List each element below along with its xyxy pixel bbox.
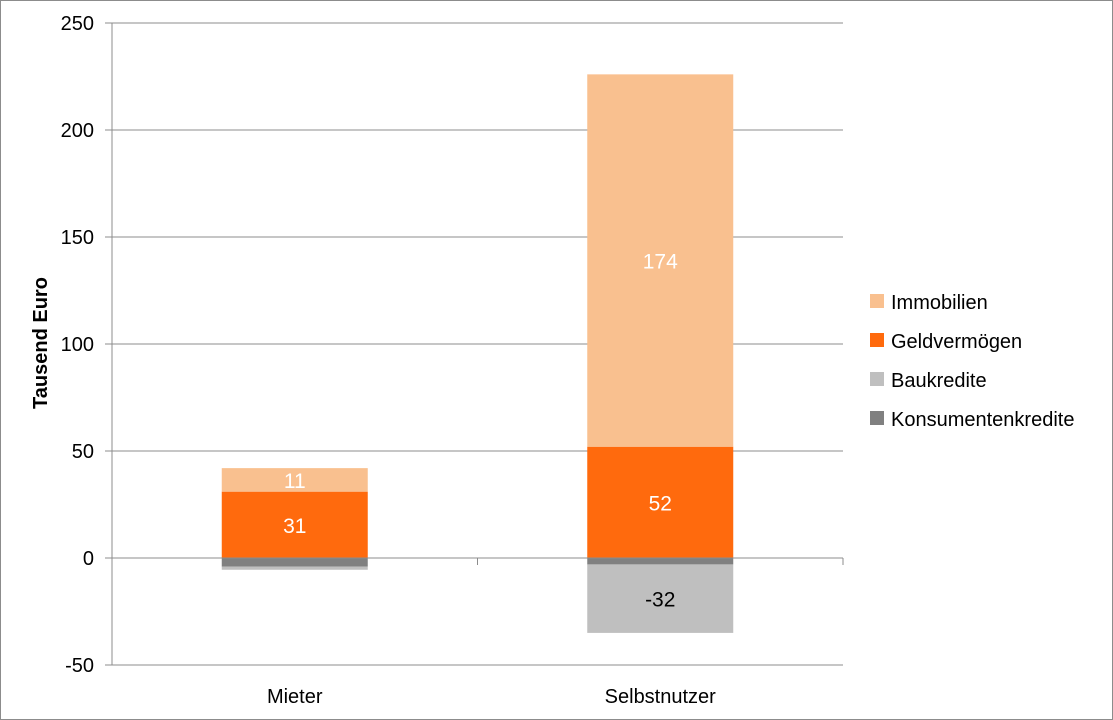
data-labels: 31 11 52 174 -32 bbox=[283, 251, 678, 612]
bar-segment bbox=[221, 491, 368, 558]
y-tick-label: 250 bbox=[61, 13, 94, 35]
bar-segment bbox=[221, 558, 368, 567]
bar-segment bbox=[587, 74, 734, 447]
legend-swatch bbox=[870, 294, 884, 308]
legend-label: Immobilien bbox=[891, 292, 988, 314]
gridlines bbox=[112, 22, 843, 666]
category-label: Selbstnutzer bbox=[605, 686, 717, 708]
legend-label: Konsumentenkredite bbox=[891, 409, 1074, 431]
data-label: 31 bbox=[283, 515, 306, 538]
axes: 250 200 150 100 50 0 -50 Mieter Selbstnutzer bbox=[61, 13, 844, 708]
y-axis-title: Tausend Euro bbox=[30, 277, 52, 409]
bar-segment bbox=[587, 564, 734, 633]
y-tick-label: 200 bbox=[61, 120, 94, 142]
bar-segment bbox=[221, 468, 368, 492]
legend-swatch bbox=[870, 372, 884, 386]
y-tick-label: 100 bbox=[61, 334, 94, 356]
data-label: 174 bbox=[643, 251, 678, 274]
y-tick-label: -50 bbox=[65, 655, 94, 677]
legend-label: Geldvermögen bbox=[891, 331, 1022, 353]
y-tick-label: 150 bbox=[61, 227, 94, 249]
y-tick-label: 0 bbox=[83, 548, 94, 570]
bar-segment bbox=[221, 566, 368, 570]
y-tick-label: 50 bbox=[72, 441, 94, 463]
legend-swatch bbox=[870, 333, 884, 347]
legend-label: Baukredite bbox=[891, 370, 987, 392]
data-label: 11 bbox=[284, 470, 306, 493]
data-label: -32 bbox=[645, 589, 675, 612]
legend-swatch bbox=[870, 411, 884, 425]
data-label: 52 bbox=[649, 492, 672, 515]
bar-segment bbox=[587, 558, 734, 565]
bars bbox=[221, 74, 734, 633]
bar-segment bbox=[587, 446, 734, 558]
category-label: Mieter bbox=[267, 686, 323, 708]
legend: Immobilien Geldvermögen Baukredite Konsumen… bbox=[870, 292, 1074, 431]
